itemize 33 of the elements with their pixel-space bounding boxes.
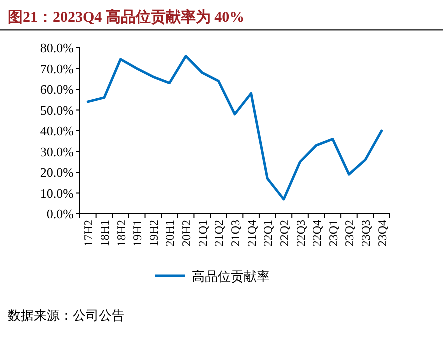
y-tick-label: 40.0% — [40, 124, 74, 138]
x-tick-label: 21Q2 — [212, 220, 226, 247]
x-tick-label: 22Q2 — [277, 220, 292, 247]
legend-label: 高品位贡献率 — [192, 269, 270, 284]
x-tick-label: 23Q3 — [359, 220, 374, 247]
y-tick-label: 30.0% — [40, 144, 74, 160]
x-tick-label: 23Q1 — [326, 220, 340, 247]
y-tick-label: 70.0% — [40, 61, 74, 76]
x-tick-label: 23Q2 — [342, 220, 357, 247]
x-tick-label: 21Q3 — [228, 220, 242, 247]
x-tick-label: 18H1 — [98, 220, 112, 247]
chart-title: 图21：2023Q4 高品位贡献率为 40% — [8, 8, 245, 26]
y-tick-label: 60.0% — [40, 82, 74, 97]
y-tick-label: 20.0% — [40, 165, 74, 180]
x-tick-label: 19H2 — [146, 220, 161, 247]
y-tick-label: 50.0% — [40, 102, 74, 118]
x-tick-label: 17H2 — [82, 220, 96, 247]
x-tick-label: 21Q1 — [196, 220, 210, 247]
legend-item: 高品位贡献率 — [155, 269, 270, 284]
x-tick-label: 19H1 — [130, 220, 145, 247]
x-tick-label: 22Q1 — [261, 220, 276, 247]
y-tick-label: 80.0% — [40, 40, 74, 56]
x-tick-label: 22Q3 — [294, 220, 308, 247]
source-note: 数据来源：公司公告 — [8, 308, 125, 323]
x-tick-label: 23Q4 — [375, 220, 390, 247]
line-series — [86, 55, 384, 201]
y-tick-label: 0.0% — [46, 206, 74, 222]
x-tick-label: 20H2 — [180, 220, 194, 247]
x-tick-label: 18H2 — [114, 220, 128, 247]
x-tick-label: 22Q4 — [310, 220, 324, 247]
x-tick-label: 21Q4 — [244, 220, 259, 247]
y-tick-label: 10.0% — [40, 186, 74, 201]
x-tick-label: 20H1 — [163, 220, 178, 247]
